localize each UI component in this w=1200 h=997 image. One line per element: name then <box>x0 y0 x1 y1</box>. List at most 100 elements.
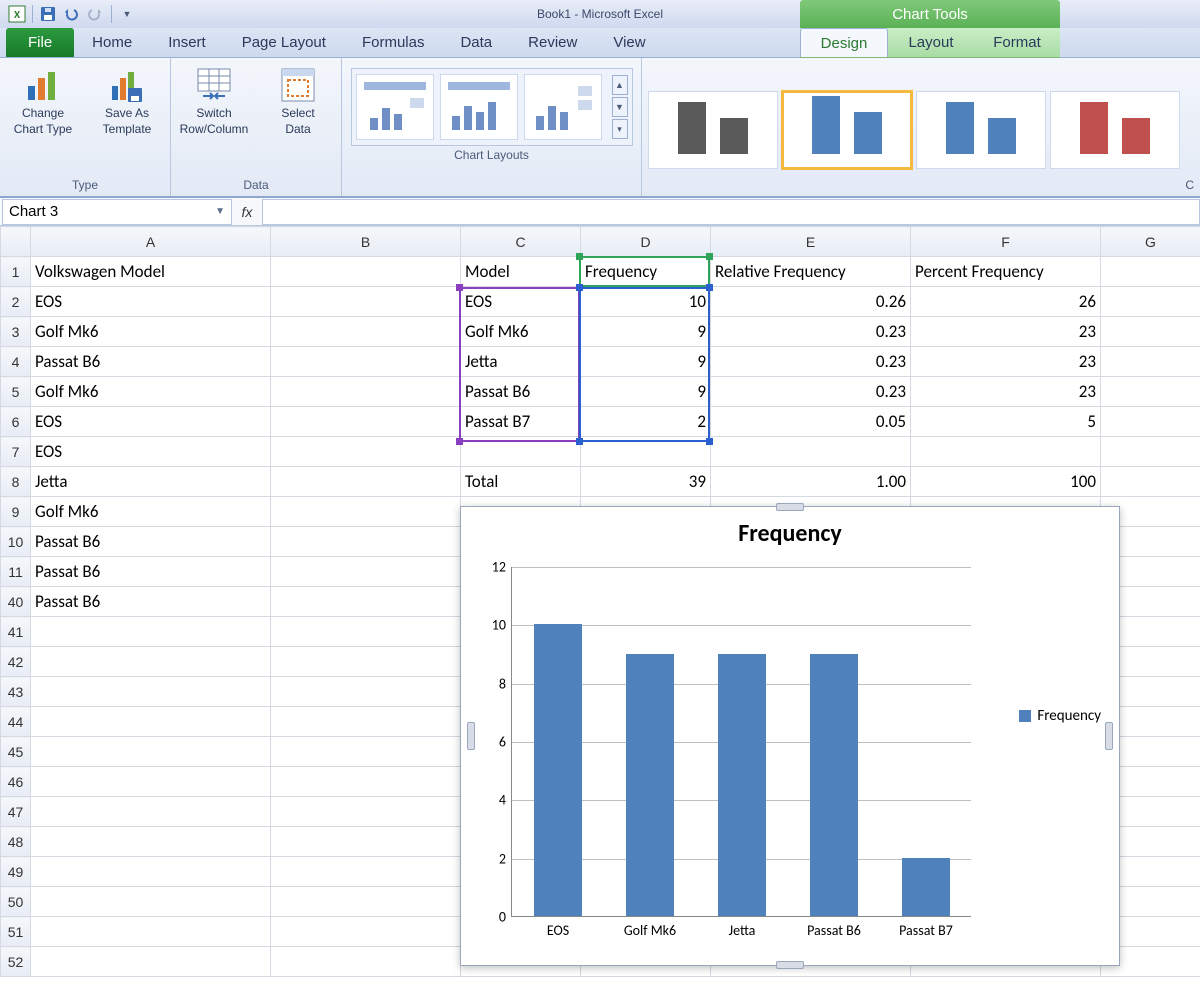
cell[interactable] <box>31 917 271 947</box>
range-handle[interactable] <box>706 253 713 260</box>
cell[interactable] <box>1101 437 1200 467</box>
scroll-down-icon[interactable]: ▼ <box>612 97 628 117</box>
row-header[interactable]: 45 <box>1 737 31 767</box>
layout-thumb[interactable] <box>440 74 518 140</box>
cell[interactable] <box>911 437 1101 467</box>
cell[interactable] <box>271 377 461 407</box>
cell[interactable] <box>461 437 581 467</box>
tab-review[interactable]: Review <box>510 28 595 57</box>
cell[interactable] <box>271 617 461 647</box>
tab-data[interactable]: Data <box>442 28 510 57</box>
range-handle[interactable] <box>456 284 463 291</box>
tab-insert[interactable]: Insert <box>150 28 224 57</box>
switch-row-column-button[interactable]: Switch Row/Column <box>177 62 251 136</box>
cell[interactable]: Golf Mk6 <box>461 317 581 347</box>
tab-home[interactable]: Home <box>74 28 150 57</box>
cell[interactable]: 23 <box>911 317 1101 347</box>
gallery-scroll[interactable]: ▲ ▼ ▾ <box>612 75 628 139</box>
cell[interactable]: 2 <box>581 407 711 437</box>
cell[interactable] <box>271 407 461 437</box>
cell[interactable] <box>271 887 461 917</box>
cell[interactable]: Relative Frequency <box>711 257 911 287</box>
cell[interactable]: 9 <box>581 317 711 347</box>
cell[interactable] <box>1101 377 1200 407</box>
cell[interactable]: Percent Frequency <box>911 257 1101 287</box>
cell[interactable] <box>31 797 271 827</box>
cell[interactable] <box>271 287 461 317</box>
cell[interactable] <box>271 707 461 737</box>
cell[interactable] <box>31 707 271 737</box>
chart-bar[interactable] <box>810 654 858 917</box>
layout-thumb[interactable] <box>524 74 602 140</box>
row-header[interactable]: 40 <box>1 587 31 617</box>
cell[interactable]: 5 <box>911 407 1101 437</box>
row-header[interactable]: 49 <box>1 857 31 887</box>
cell[interactable]: Model <box>461 257 581 287</box>
chart-style-thumb[interactable] <box>1050 91 1180 169</box>
chart-bar[interactable] <box>902 858 950 916</box>
column-header[interactable]: D <box>581 227 711 257</box>
row-header[interactable]: 42 <box>1 647 31 677</box>
row-header[interactable]: 47 <box>1 797 31 827</box>
cell[interactable] <box>31 647 271 677</box>
cell[interactable]: 0.23 <box>711 347 911 377</box>
cell[interactable] <box>271 347 461 377</box>
cell[interactable]: Frequency <box>581 257 711 287</box>
cell[interactable] <box>271 857 461 887</box>
cell[interactable]: EOS <box>31 287 271 317</box>
gallery-more-icon[interactable]: ▾ <box>612 119 628 139</box>
tab-formulas[interactable]: Formulas <box>344 28 443 57</box>
cell[interactable] <box>271 947 461 977</box>
cell[interactable] <box>271 737 461 767</box>
cell[interactable]: 39 <box>581 467 711 497</box>
formula-input[interactable] <box>262 199 1200 225</box>
cell[interactable]: 9 <box>581 377 711 407</box>
chart-resize-handle[interactable] <box>467 722 475 750</box>
cell[interactable]: Passat B6 <box>31 347 271 377</box>
cell[interactable]: EOS <box>31 407 271 437</box>
cell[interactable] <box>271 677 461 707</box>
fx-icon[interactable]: fx <box>232 204 262 220</box>
cell[interactable] <box>1101 257 1200 287</box>
cell[interactable] <box>271 557 461 587</box>
chart-bar[interactable] <box>534 624 582 916</box>
column-header[interactable]: G <box>1101 227 1200 257</box>
row-header[interactable]: 1 <box>1 257 31 287</box>
cell[interactable] <box>271 497 461 527</box>
row-header[interactable]: 41 <box>1 617 31 647</box>
chart-legend[interactable]: Frequency <box>1019 707 1101 725</box>
column-header[interactable]: B <box>271 227 461 257</box>
layout-thumb[interactable] <box>356 74 434 140</box>
row-header[interactable]: 44 <box>1 707 31 737</box>
cell[interactable] <box>31 737 271 767</box>
cell[interactable] <box>271 317 461 347</box>
cell[interactable]: 9 <box>581 347 711 377</box>
chart-style-thumb[interactable] <box>648 91 778 169</box>
cell[interactable] <box>1101 407 1200 437</box>
tab-format[interactable]: Format <box>974 28 1060 57</box>
row-header[interactable]: 4 <box>1 347 31 377</box>
cell[interactable]: 100 <box>911 467 1101 497</box>
cell[interactable]: 23 <box>911 377 1101 407</box>
row-header[interactable]: 3 <box>1 317 31 347</box>
column-header[interactable]: F <box>911 227 1101 257</box>
cell[interactable] <box>271 437 461 467</box>
cell[interactable] <box>1101 467 1200 497</box>
cell[interactable]: 23 <box>911 347 1101 377</box>
chart-resize-handle[interactable] <box>776 503 804 511</box>
change-chart-type-button[interactable]: Change Chart Type <box>6 62 80 136</box>
cell[interactable] <box>271 257 461 287</box>
redo-icon[interactable] <box>85 3 107 25</box>
cell[interactable]: Passat B7 <box>461 407 581 437</box>
save-as-template-button[interactable]: Save As Template <box>90 62 164 136</box>
range-handle[interactable] <box>576 438 583 445</box>
row-header[interactable]: 5 <box>1 377 31 407</box>
chart-title[interactable]: Frequency <box>461 507 1119 552</box>
row-header[interactable]: 46 <box>1 767 31 797</box>
cell[interactable] <box>271 467 461 497</box>
select-all-corner[interactable] <box>1 227 31 257</box>
row-header[interactable]: 51 <box>1 917 31 947</box>
excel-app-icon[interactable]: X <box>6 3 28 25</box>
range-handle[interactable] <box>576 253 583 260</box>
cell[interactable]: Volkswagen Model <box>31 257 271 287</box>
